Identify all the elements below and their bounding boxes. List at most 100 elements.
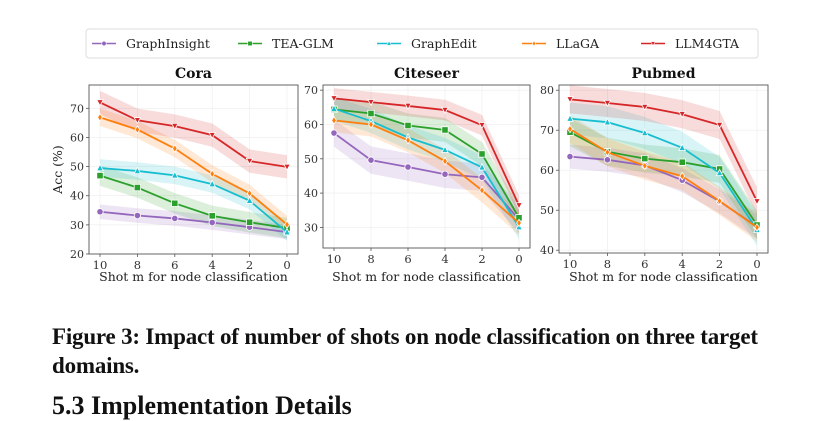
data-point-tea-glm [678,158,686,166]
x-axis-label: Shot m for node classification [332,269,521,284]
x-tick-label: 10 [563,257,578,271]
data-point-tea-glm [133,183,141,192]
series-line-tea-glm [99,174,288,229]
legend-entry-llm4gta: LLM4GTA [641,36,740,51]
y-tick-label: 70 [540,124,554,137]
data-point-tea-glm [641,154,649,163]
series-line-tea-glm [333,108,520,219]
data-point-tea-glm [441,126,449,134]
data-point-graphedit [566,114,574,122]
data-point-llm4gta [245,157,254,166]
data-point-graphedit [330,104,338,112]
x-tick-label: 6 [404,252,411,266]
series-line-llaga [99,116,288,226]
legend-frame [85,28,759,59]
figure: GraphInsight TEA-GLM GraphEdit LLaGA LLM4GTA… [50,28,769,284]
panel-title: Citeseer [394,66,460,82]
x-tick-label: 6 [171,258,178,272]
data-point-graphedit [715,168,724,177]
legend: GraphInsight TEA-GLM GraphEdit LLaGA LLM4GTA [85,28,759,59]
data-point-llm4gta [404,102,412,110]
y-tick-label: 40 [540,244,554,257]
section-heading: 5.3 Implementation Details [52,391,352,420]
legend-label: GraphEdit [411,36,477,51]
x-tick-label: 8 [604,257,611,271]
confidence-band-llm4gta [334,88,519,216]
x-tick-label: 2 [716,257,723,271]
y-tick-label: 60 [540,164,554,177]
data-point-graphinsight [171,214,179,223]
y-tick-label: 30 [70,219,84,232]
data-point-llm4gta [640,103,649,112]
series-line-graphedit [569,117,758,231]
x-tick-label: 6 [641,257,648,271]
data-point-llaga [754,222,760,232]
data-point-llm4gta [208,132,217,140]
data-point-tea-glm [171,199,179,207]
x-axis-label: Shot m for node classification [99,269,288,284]
data-point-llm4gta [515,202,523,210]
data-point-llaga [368,120,374,129]
data-point-llm4gta [753,198,761,206]
confidence-band-graphinsight [334,119,519,234]
confidence-band-graphedit [570,102,757,246]
y-tick-label: 30 [304,221,318,234]
series-line-llaga [569,128,758,229]
data-point-tea-glm [96,172,104,180]
confidence-band-graphedit [100,159,287,241]
legend-entry-llaga: LLaGA [522,36,600,51]
data-point-graphedit [640,128,649,137]
y-tick-label: 60 [304,118,318,131]
data-point-graphinsight [566,153,574,161]
panel-pubmed: 40 50 60 70 80 10 8 6 4 2 0 Pubmed Shot m for node c… [540,66,769,284]
x-axis-label: Shot m for node classification [569,269,758,284]
legend-marker-icon [247,40,253,47]
series-line-llaga [333,119,520,224]
confidence-band-llm4gta [570,85,757,216]
data-point-graphedit [96,163,104,172]
legend-label: GraphInsight [126,36,210,51]
confidence-band-graphinsight [100,204,287,240]
data-point-graphinsight [367,156,375,164]
legend-label: LLaGA [556,36,600,51]
data-point-llm4gta [367,99,375,107]
data-point-llm4gta [170,122,179,131]
data-point-tea-glm [208,212,216,220]
data-point-llaga [479,185,485,195]
data-point-graphinsight [96,208,104,216]
x-tick-label: 10 [93,258,108,272]
x-tick-label: 4 [679,257,686,271]
data-point-llaga [134,125,141,135]
data-point-graphedit [283,227,291,236]
data-point-graphedit [603,117,612,126]
y-tick-label: 80 [540,84,554,97]
data-point-graphedit [245,196,254,204]
data-point-llm4gta [566,96,574,104]
confidence-band-llaga [100,108,287,234]
confidence-band-tea-glm [570,118,757,239]
data-point-graphedit [133,166,142,175]
legend-marker-icon [101,40,107,47]
data-point-graphinsight [330,129,338,137]
confidence-band-llaga [570,115,757,242]
confidence-band-llm4gta [100,90,287,179]
data-point-tea-glm [478,150,486,158]
data-point-graphinsight [478,173,486,181]
data-point-llaga [442,156,448,166]
data-point-llaga [97,112,103,122]
data-point-llaga [567,124,573,134]
data-point-llm4gta [441,106,449,115]
legend-marker-icon [386,40,392,46]
y-tick-label: 50 [70,161,84,174]
data-point-llaga [171,144,178,153]
y-axis-label: Acc (%) [50,145,65,195]
x-tick-label: 10 [327,252,342,266]
data-point-llm4gta [715,121,724,130]
data-point-graphedit [441,145,449,153]
x-tick-label: 8 [367,252,374,266]
axes-frame [322,84,531,249]
data-point-llaga [679,171,686,181]
x-tick-label: 4 [441,252,448,266]
legend-label: TEA-GLM [272,36,334,51]
data-point-llm4gta [603,99,612,108]
